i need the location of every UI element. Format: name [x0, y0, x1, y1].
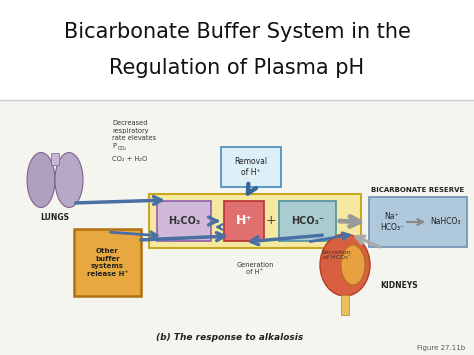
Bar: [341, 295, 349, 315]
Text: NaHCO₃: NaHCO₃: [431, 218, 461, 226]
Text: H₂CO₃: H₂CO₃: [168, 216, 200, 226]
Bar: [0, 100, 474, 355]
Text: Secretion
of HCO₃⁻: Secretion of HCO₃⁻: [322, 250, 352, 261]
Ellipse shape: [320, 234, 370, 296]
Text: CO₂ + H₂O: CO₂ + H₂O: [112, 156, 147, 162]
Text: Figure 27.11b: Figure 27.11b: [417, 345, 465, 351]
Text: +: +: [266, 214, 276, 228]
Text: Bicarbonate Buffer System in the: Bicarbonate Buffer System in the: [64, 22, 410, 42]
Ellipse shape: [341, 245, 365, 285]
FancyBboxPatch shape: [224, 201, 264, 241]
FancyBboxPatch shape: [221, 147, 281, 187]
Text: BICARBONATE RESERVE: BICARBONATE RESERVE: [371, 187, 465, 193]
Text: LUNGS: LUNGS: [40, 213, 70, 222]
Text: Na⁺
HCO₃⁻: Na⁺ HCO₃⁻: [380, 212, 404, 232]
Text: Removal
of H⁺: Removal of H⁺: [235, 157, 267, 177]
FancyBboxPatch shape: [369, 197, 467, 247]
Bar: [51, 153, 59, 165]
Ellipse shape: [27, 153, 55, 208]
Text: KIDNEYS: KIDNEYS: [380, 280, 418, 289]
FancyBboxPatch shape: [74, 229, 141, 296]
Text: HCO₃⁻: HCO₃⁻: [291, 216, 324, 226]
Text: (b) The response to alkalosis: (b) The response to alkalosis: [156, 333, 304, 343]
FancyBboxPatch shape: [279, 201, 336, 241]
FancyBboxPatch shape: [157, 201, 211, 241]
Text: CO₂: CO₂: [118, 146, 127, 151]
Text: Generation
of H⁺: Generation of H⁺: [237, 262, 273, 275]
Ellipse shape: [55, 153, 83, 208]
Bar: [0, 0, 474, 100]
FancyBboxPatch shape: [149, 194, 361, 248]
Text: Regulation of Plasma pH: Regulation of Plasma pH: [109, 58, 365, 78]
Text: P: P: [112, 143, 116, 149]
Text: H⁺: H⁺: [236, 214, 253, 228]
Text: Decreased
respiratory
rate elevates: Decreased respiratory rate elevates: [112, 120, 156, 141]
Text: Other
buffer
systems
release H⁺: Other buffer systems release H⁺: [87, 248, 128, 277]
